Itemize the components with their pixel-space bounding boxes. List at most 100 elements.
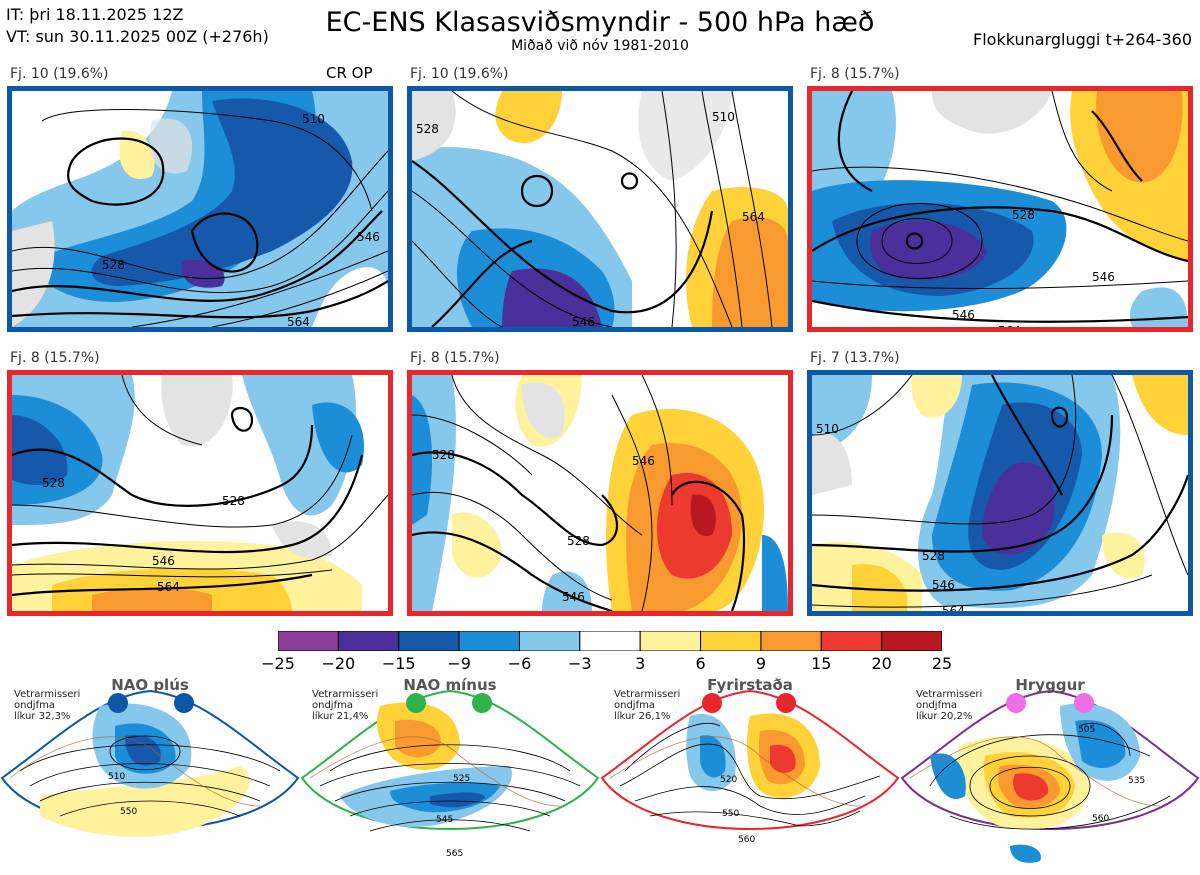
initial-time: IT: þri 18.11.2025 12Z [6,5,184,24]
contour-label: 528 [1012,208,1035,222]
colorbar-cell [277,630,339,652]
colorbar-tick-label: 25 [931,654,953,673]
regime-3-title: Fyrirstaða [707,676,793,694]
colorbar-tick-label: −3 [568,654,592,673]
regime-contour-label: 505 [1078,725,1095,735]
contour-label: 564 [998,324,1021,327]
prob-line: ondjfma [14,700,55,711]
regime-marker-dot [1074,693,1094,713]
contour-label: 528 [102,258,125,272]
panel-1-tag: CR OP [326,64,373,82]
colorbar-tick-label: −9 [447,654,471,673]
colorbar-cell [458,630,520,652]
prob-line: Vetrarmisseri [312,689,379,700]
regime-ridge: 505 535 560 [900,689,1200,863]
regime-contour-label: 550 [120,807,137,817]
prob-line: líkur 32,3% [14,711,71,722]
panel-6-label: Fj. 7 (13.7%) [810,350,900,366]
contour-label: 564 [287,315,310,327]
cluster-map-2-svg: 528 564 510 546 [412,91,788,327]
colorbar-tick-label: 15 [811,654,832,673]
cluster-map-4-svg: 528 546 564 528 [12,375,388,611]
regimes-row: 510 550 525 545 565 [0,676,1200,871]
regime-contour-label: 550 [722,809,739,819]
contour-label: 528 [416,122,439,136]
prob-line: ondjfma [312,700,353,711]
classification-window: Flokkunargluggi t+264-360 [973,30,1192,49]
colorbar-cell [579,630,641,652]
panel-4-label: Fj. 8 (15.7%) [10,350,100,366]
colorbar-cell [700,630,762,652]
cluster-map-1: 510 528 546 564 [7,86,393,332]
prob-line: líkur 26,1% [614,711,671,722]
contour-label: 546 [562,590,585,604]
colorbar-tick-label: −25 [261,654,295,673]
colorbar-tick-label: 20 [871,654,892,673]
regime-marker-dot [776,693,796,713]
regime-nao-plus: 510 550 [0,689,300,837]
regime-contour-label: 535 [1128,776,1145,786]
colorbar-cell [881,630,943,652]
colorbar-tick-label: −6 [507,654,532,673]
contour-label: 546 [572,315,595,327]
panel-3-label: Fj. 8 (15.7%) [810,66,900,82]
colorbar-cell [760,630,822,652]
regime-4-probability: Vetrarmisseri ondjfma líkur 20,2% [916,689,982,722]
colorbar-tick-label: 3 [635,654,646,673]
regime-contour-label: 510 [108,772,125,782]
regime-nao-minus: 525 545 565 [300,689,600,859]
regime-marker-dot [702,693,722,713]
contour-label: 564 [742,210,765,224]
page-title: EC-ENS Klasasviðsmyndir - 500 hPa hæð [325,7,875,38]
colorbar-cell [337,630,400,652]
prob-line: ondjfma [916,700,957,711]
regime-contour-label: 560 [738,835,755,845]
cluster-map-4: 528 546 564 528 [7,370,393,616]
cluster-map-5: 528 528 546 546 [407,370,793,616]
prob-line: líkur 21,4% [312,711,369,722]
contour-label: 546 [952,308,975,322]
regime-2-probability: Vetrarmisseri ondjfma líkur 21,4% [312,689,378,722]
colorbar-cell [518,630,581,652]
panel-1-label: Fj. 10 (19.6%) [10,66,109,82]
regimes-svg: 510 550 525 545 565 [0,689,1200,863]
colorbar-tick-label: −15 [381,654,416,673]
colorbar-labels: −25 −20 −15 −9 −6 −3 3 6 9 15 20 25 [258,654,968,674]
regime-1-probability: Vetrarmisseri ondjfma líkur 32,3% [14,689,80,722]
colorbar-cell [398,630,460,652]
cluster-map-3-svg: 528 546 546 564 [812,91,1188,327]
regime-1-title: NAO plús [111,676,189,694]
regime-4-title: Hryggur [1015,676,1085,694]
regime-contour-label: 565 [446,849,463,859]
contour-label: 564 [157,580,180,594]
regime-blocking: 520 550 560 [600,689,900,845]
regime-marker-dot [406,693,426,713]
regime-contour-label: 560 [1092,814,1109,824]
contour-label: 528 [222,494,245,508]
contour-label: 510 [712,110,735,124]
prob-line: ondjfma [614,700,655,711]
cluster-map-6-svg: 510 528 546 564 [812,375,1188,611]
valid-time: VT: sun 30.11.2025 00Z (+276h) [6,27,269,46]
regime-marker-dot [108,693,128,713]
colorbar-tick-label: −20 [321,654,356,673]
cluster-map-6: 510 528 546 564 [807,370,1193,616]
panel-5-label: Fj. 8 (15.7%) [410,350,500,366]
contour-label: 546 [632,454,655,468]
header-times: IT: þri 18.11.2025 12Z VT: sun 30.11.202… [6,4,269,48]
contour-label: 510 [816,422,839,436]
prob-line: Vetrarmisseri [916,689,983,700]
cluster-map-2: 528 564 510 546 [407,86,793,332]
regime-2-title: NAO mínus [403,676,497,694]
regime-contour-label: 525 [453,774,470,784]
contour-label: 546 [152,554,175,568]
contour-label: 528 [42,476,65,490]
colorbar-cell [820,630,883,652]
panel-2-label: Fj. 10 (19.6%) [410,66,509,82]
cluster-map-1-svg: 510 528 546 564 [12,91,388,327]
contour-label: 528 [432,448,455,462]
regime-3-probability: Vetrarmisseri ondjfma líkur 26,1% [614,689,680,722]
cluster-map-3: 528 546 546 564 [807,86,1193,332]
colorbar-tick-label: 6 [695,654,706,673]
prob-line: líkur 20,2% [916,711,973,722]
